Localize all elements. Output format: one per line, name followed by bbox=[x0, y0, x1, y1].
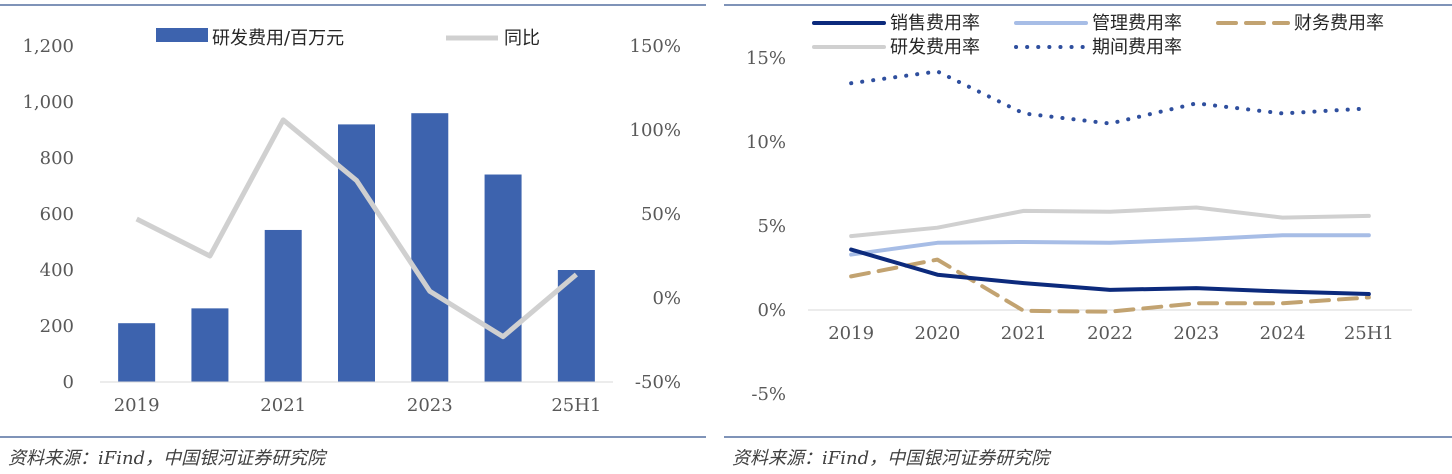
right-y-tick-label: 100% bbox=[630, 120, 681, 141]
x-tick-label: 2021 bbox=[260, 395, 306, 416]
y-tick-label: 15% bbox=[746, 48, 786, 69]
left-chart-panel: 0 200 400 600 800 1,000 1,200 -50% 0% 50% 100% 150%… bbox=[0, 0, 706, 474]
right-y-tick-label: 0% bbox=[652, 288, 681, 309]
right-top-rule bbox=[724, 4, 1452, 6]
y-tick-label: 5% bbox=[757, 216, 786, 237]
bar bbox=[484, 174, 522, 382]
x-tick-label: 2023 bbox=[407, 395, 453, 416]
x-tick-label: 2024 bbox=[1260, 323, 1306, 344]
x-tick-label: 2023 bbox=[1173, 323, 1219, 344]
left-y-tick-label: 200 bbox=[40, 316, 74, 337]
right-chart-panel: -5% 0% 5% 10% 15% 2019 2020 2021 2022 2023 2024 25H… bbox=[724, 0, 1452, 474]
left-y-tick-label: 800 bbox=[40, 148, 74, 169]
legend-label: 研发费用/百万元 bbox=[212, 28, 344, 49]
legend-label: 同比 bbox=[504, 28, 540, 49]
left-y-tick-label: 1,000 bbox=[22, 92, 74, 113]
yoy-line bbox=[135, 117, 578, 340]
y-tick-label: 10% bbox=[746, 132, 786, 153]
left-source-note: 资料来源：iFind，中国银河证券研究院 bbox=[8, 448, 326, 469]
x-tick-label: 2022 bbox=[1087, 323, 1133, 344]
left-y-tick-label: 0 bbox=[63, 372, 74, 393]
left-y-tick-label: 600 bbox=[40, 204, 74, 225]
left-y-tick-label: 400 bbox=[40, 260, 74, 281]
left-top-rule bbox=[0, 4, 706, 6]
x-tick-label: 2019 bbox=[114, 395, 160, 416]
bar bbox=[338, 124, 375, 383]
left-y-tick-label: 1,200 bbox=[22, 36, 74, 57]
legend-label: 管理费用率 bbox=[1092, 13, 1182, 34]
left-bottom-rule bbox=[0, 436, 706, 438]
series-line bbox=[849, 257, 1371, 314]
x-tick-label: 2021 bbox=[1001, 323, 1047, 344]
series-line bbox=[849, 233, 1371, 257]
right-y-tick-label: 50% bbox=[641, 204, 681, 225]
expense-ratio-chart: -5% 0% 5% 10% 15% 2019 2020 2021 2022 2023 2024 25H… bbox=[746, 13, 1412, 405]
bar bbox=[191, 308, 229, 382]
x-tick-label: 25H1 bbox=[1344, 323, 1394, 344]
series-line bbox=[849, 247, 1371, 297]
bar bbox=[118, 323, 156, 382]
x-tick-label: 2019 bbox=[828, 323, 874, 344]
legend-label: 研发费用率 bbox=[890, 37, 980, 58]
legend-label: 财务费用率 bbox=[1294, 13, 1384, 34]
legend-swatch-bar bbox=[156, 28, 208, 42]
rd-expense-chart: 0 200 400 600 800 1,000 1,200 -50% 0% 50% 100% 150%… bbox=[22, 28, 681, 416]
right-bottom-rule bbox=[724, 436, 1452, 438]
bar bbox=[557, 270, 595, 382]
right-y-tick-label: 150% bbox=[630, 36, 681, 57]
right-y-tick-label: -50% bbox=[635, 372, 681, 393]
x-tick-label: 25H1 bbox=[551, 395, 601, 416]
series-line bbox=[849, 69, 1371, 126]
legend-label: 期间费用率 bbox=[1092, 37, 1182, 58]
y-tick-label: 0% bbox=[757, 300, 786, 321]
series-line bbox=[849, 205, 1371, 239]
x-tick-label: 2020 bbox=[915, 323, 961, 344]
bar bbox=[411, 113, 449, 382]
y-tick-label: -5% bbox=[751, 384, 786, 405]
right-source-note: 资料来源：iFind，中国银河证券研究院 bbox=[732, 448, 1050, 469]
bar bbox=[264, 229, 302, 382]
legend-label: 销售费用率 bbox=[890, 13, 980, 34]
